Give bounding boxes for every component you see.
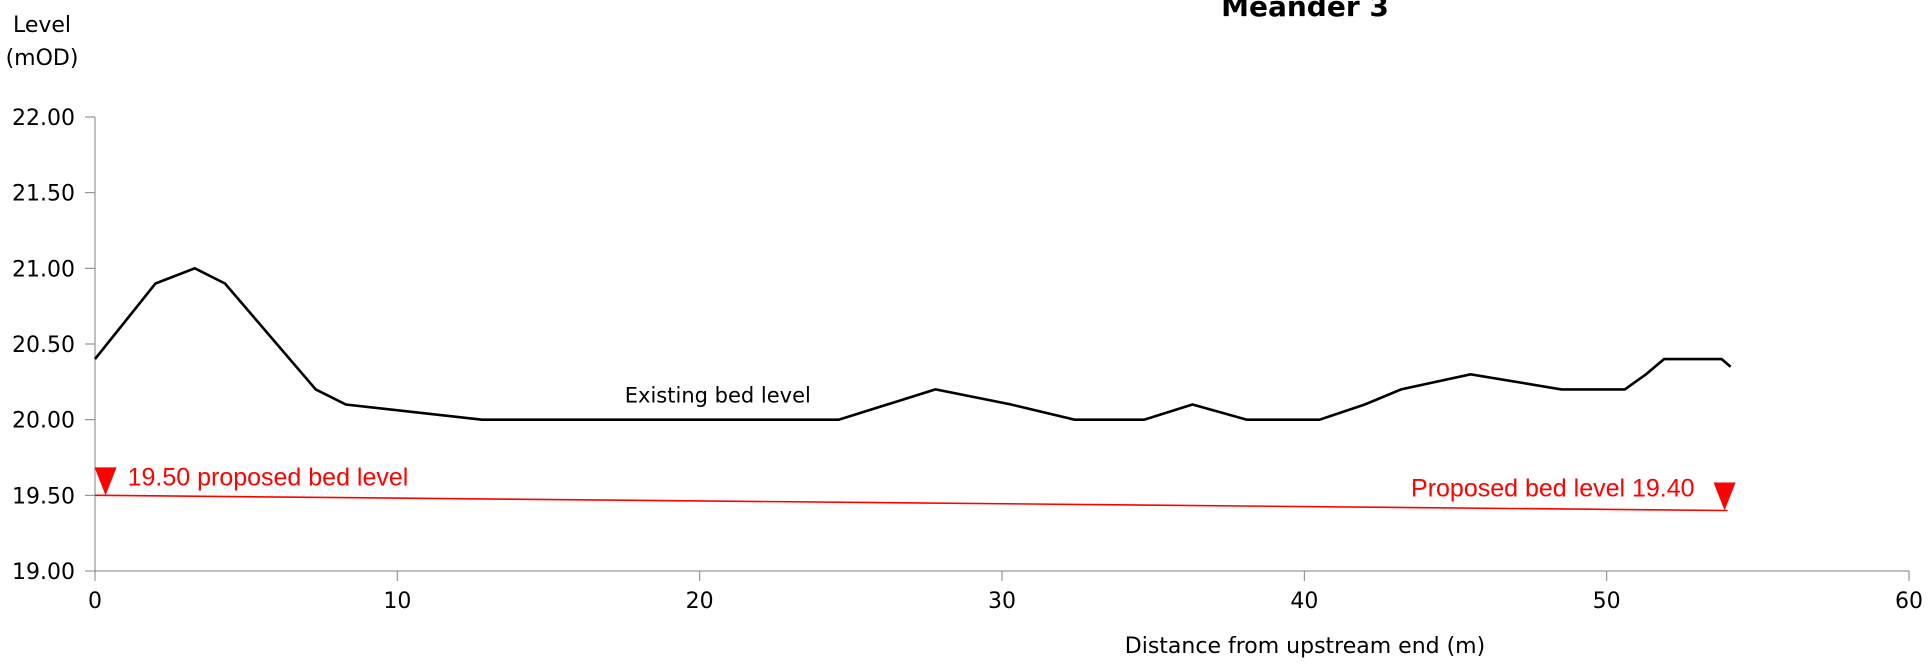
y-tick-label: 20.00 [12, 409, 75, 434]
proposed-bed-level-line [94, 494, 1728, 512]
x-tick-label: 40 [1290, 589, 1318, 614]
existing-bed-level-label: Existing bed level [625, 384, 811, 408]
x-tick-label: 10 [383, 589, 411, 614]
plot-area: 19.00 19.50 20.00 20.50 21.00 21.50 22.00 0 10 20… [12, 106, 1923, 614]
y-tick-label: 19.50 [12, 484, 75, 509]
existing-bed-level-line [93, 266, 1732, 422]
start-level-annotation: 19.50 proposed bed level [128, 463, 409, 491]
x-tick-label: 20 [686, 589, 714, 614]
end-level-annotation: Proposed bed level 19.40 [1411, 474, 1695, 502]
end-level-marker [1713, 482, 1736, 511]
x-tick-label: 0 [88, 589, 102, 614]
y-tick-label: 21.50 [12, 182, 75, 207]
x-tick-label: 50 [1593, 589, 1621, 614]
y-tick-label: 19.00 [12, 560, 75, 585]
x-tick-label: 60 [1895, 589, 1923, 614]
start-level-marker [94, 467, 117, 496]
y-axis-title-line2: (mOD) [6, 46, 79, 71]
x-axis-title: Distance from upstream end (m) [1125, 634, 1485, 659]
chart-title: Meander 3 [1221, 0, 1389, 23]
y-axis-title-line1: Level [13, 13, 71, 38]
y-tick-label: 20.50 [12, 333, 75, 358]
x-tick-label: 30 [988, 589, 1016, 614]
y-tick-label: 22.00 [12, 106, 75, 131]
y-tick-label: 21.00 [12, 257, 75, 282]
